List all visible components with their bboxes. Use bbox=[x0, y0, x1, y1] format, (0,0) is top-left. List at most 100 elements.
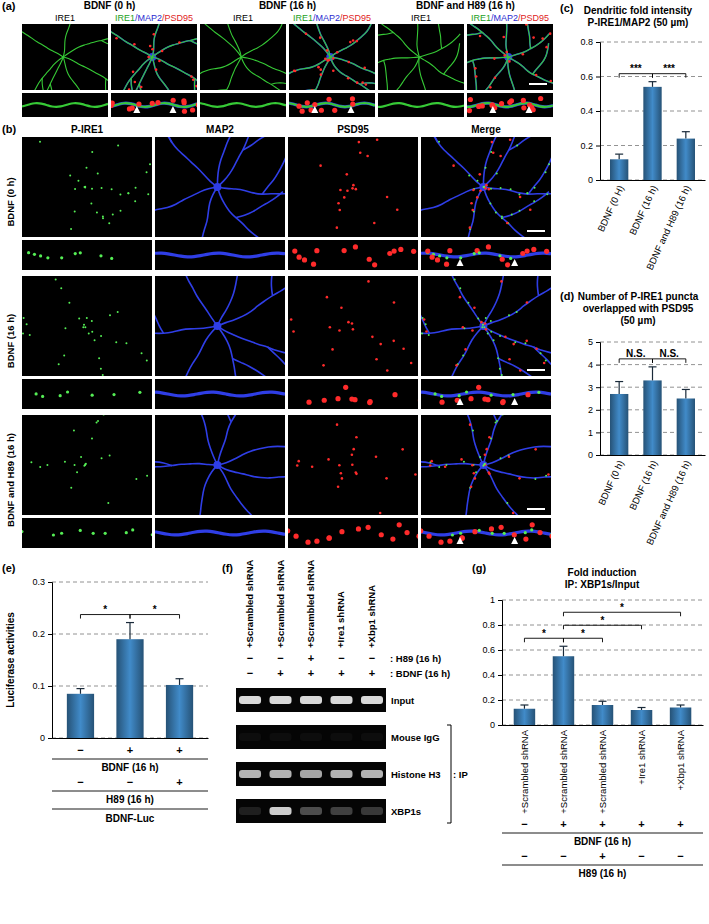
dendrite-map2 bbox=[289, 90, 316, 91]
micrograph bbox=[282, 240, 424, 270]
dendrite-ire1 bbox=[467, 24, 508, 57]
punctum-psd95 bbox=[324, 57, 327, 60]
condition-sign: − bbox=[521, 850, 527, 862]
dendrite-map2 bbox=[483, 326, 551, 356]
punctum-ire1 bbox=[483, 326, 485, 328]
punctum-psd95 bbox=[338, 464, 341, 467]
error-bar-stem bbox=[619, 382, 620, 394]
y-tick-mark bbox=[596, 146, 600, 147]
grid bbox=[600, 342, 705, 455]
image-label-part: /MAP2 bbox=[313, 13, 340, 23]
y-tick-mark bbox=[596, 365, 600, 366]
dendrite-ire1 bbox=[289, 103, 375, 107]
punctum-psd95 bbox=[543, 362, 546, 365]
panel-label: (a) bbox=[2, 0, 16, 12]
punctum-psd95 bbox=[392, 392, 397, 397]
dendrite-map2 bbox=[508, 57, 553, 84]
scale-bar bbox=[529, 83, 547, 85]
x-tick-label: BDNF (16 h) bbox=[627, 184, 660, 237]
punctum-psd95 bbox=[353, 244, 358, 249]
punctum-ire1 bbox=[82, 326, 84, 328]
punctum-psd95 bbox=[171, 98, 176, 103]
punctum-ire1 bbox=[86, 317, 88, 319]
punctum-ire1 bbox=[64, 327, 66, 329]
significance-bracket bbox=[80, 615, 130, 619]
punctum-psd95 bbox=[367, 257, 372, 262]
image-label: IRE1 bbox=[55, 13, 75, 23]
dendrite-map2 bbox=[483, 463, 551, 478]
micrograph bbox=[22, 379, 152, 409]
annotations: ****** bbox=[619, 63, 686, 78]
punctum-ire1 bbox=[76, 471, 78, 473]
punctum-ire1 bbox=[119, 194, 121, 196]
conditions: −++BDNF (16 h)−−+H89 (16 h) bbox=[52, 744, 208, 805]
significance-bracket bbox=[619, 74, 652, 78]
image-content bbox=[421, 522, 551, 544]
punctum-psd95 bbox=[326, 59, 329, 62]
punctum-psd95 bbox=[544, 249, 549, 254]
image-background bbox=[22, 93, 108, 117]
dendrite-map2 bbox=[217, 276, 285, 326]
punctum-psd95 bbox=[337, 485, 340, 488]
image-label-part: /MAP2 bbox=[135, 13, 162, 23]
dendrite-map2 bbox=[422, 137, 438, 143]
dendrite-ire1 bbox=[63, 24, 108, 57]
y-tick-mark bbox=[48, 738, 52, 739]
punctum-ire1 bbox=[109, 314, 111, 316]
punctum-ire1 bbox=[104, 532, 107, 535]
image-background bbox=[200, 93, 286, 117]
punctum-ire1 bbox=[55, 279, 57, 281]
punctum-ire1 bbox=[60, 256, 63, 259]
dendrite-map2 bbox=[509, 137, 551, 150]
punctum-psd95 bbox=[509, 98, 514, 103]
dendrite-ire1 bbox=[22, 103, 108, 107]
x-tick: +Xbp1 shRNA bbox=[675, 729, 686, 790]
punctum-psd95 bbox=[493, 57, 496, 60]
punctum-ire1 bbox=[59, 394, 62, 397]
dendrite-ire1 bbox=[271, 83, 286, 90]
image-background bbox=[155, 240, 285, 270]
punctum-ire1 bbox=[74, 188, 76, 190]
punctum-ire1 bbox=[545, 171, 547, 173]
dendrite-map2 bbox=[155, 462, 172, 472]
punctum-ire1 bbox=[85, 463, 87, 465]
punctum-ire1 bbox=[147, 193, 149, 195]
punctum-psd95 bbox=[410, 362, 413, 365]
punctum-psd95 bbox=[474, 477, 477, 480]
error-bar-cap bbox=[615, 381, 623, 382]
gel-band bbox=[239, 770, 261, 778]
image-background bbox=[378, 24, 464, 90]
punctum-ire1 bbox=[534, 478, 536, 480]
punctum-psd95 bbox=[426, 534, 431, 539]
punctum-ire1 bbox=[475, 471, 477, 473]
image-content bbox=[155, 253, 285, 257]
image-background bbox=[288, 415, 418, 515]
punctum-ire1 bbox=[91, 320, 93, 322]
dendrite-map2 bbox=[114, 57, 152, 90]
punctum-ire1 bbox=[500, 187, 502, 189]
punctum-psd95 bbox=[472, 189, 475, 192]
dendrite-ire1 bbox=[200, 90, 227, 91]
soma bbox=[479, 322, 487, 330]
punctum-ire1 bbox=[482, 324, 484, 326]
punctum-ire1 bbox=[495, 421, 497, 423]
error-bar-cap bbox=[615, 154, 623, 155]
ip-bracket bbox=[447, 725, 451, 823]
punctum-psd95 bbox=[136, 101, 141, 106]
punctum-psd95 bbox=[485, 397, 490, 402]
error-bar bbox=[76, 689, 84, 694]
gel-band bbox=[239, 696, 261, 704]
image-background bbox=[421, 137, 551, 237]
image-content bbox=[288, 244, 418, 267]
punctum-psd95 bbox=[192, 78, 195, 81]
punctum-ire1 bbox=[526, 192, 528, 194]
y-tick-mark bbox=[498, 725, 502, 726]
punctum-ire1 bbox=[506, 502, 508, 504]
grid-line bbox=[600, 342, 705, 343]
punctum-psd95 bbox=[411, 249, 416, 254]
punctum-psd95 bbox=[480, 103, 485, 108]
punctum-psd95 bbox=[356, 40, 359, 43]
x-axis: BDNF (0 H)BDNF (16 h)BDNF and H89 (16 h) bbox=[595, 181, 705, 272]
punctum-ire1 bbox=[63, 354, 65, 356]
dendrite-map2 bbox=[502, 192, 549, 218]
